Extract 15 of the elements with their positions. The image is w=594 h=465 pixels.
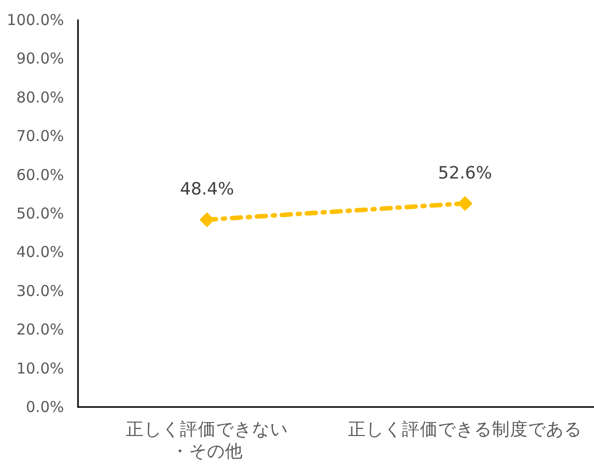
y-tick-label: 100.0% (6, 11, 64, 29)
y-tick-label: 90.0% (16, 50, 64, 68)
y-tick-label: 60.0% (16, 166, 64, 184)
y-tick-label: 80.0% (16, 88, 64, 106)
y-tick-label: 30.0% (16, 282, 64, 300)
data-label: 48.4% (180, 180, 234, 200)
y-tick-label: 70.0% (16, 127, 64, 146)
y-tick-label: 0.0% (26, 398, 64, 416)
y-tick-label: 20.0% (16, 320, 64, 339)
y-tick-label: 10.0% (16, 359, 64, 378)
x-tick-label: 正しく評価できる制度である (348, 419, 582, 440)
y-tick-label: 50.0% (16, 204, 64, 222)
x-tick-label: 正しく評価できない・その他 (126, 420, 288, 462)
y-tick-label: 40.0% (16, 243, 64, 262)
data-label: 52.6% (438, 163, 492, 184)
